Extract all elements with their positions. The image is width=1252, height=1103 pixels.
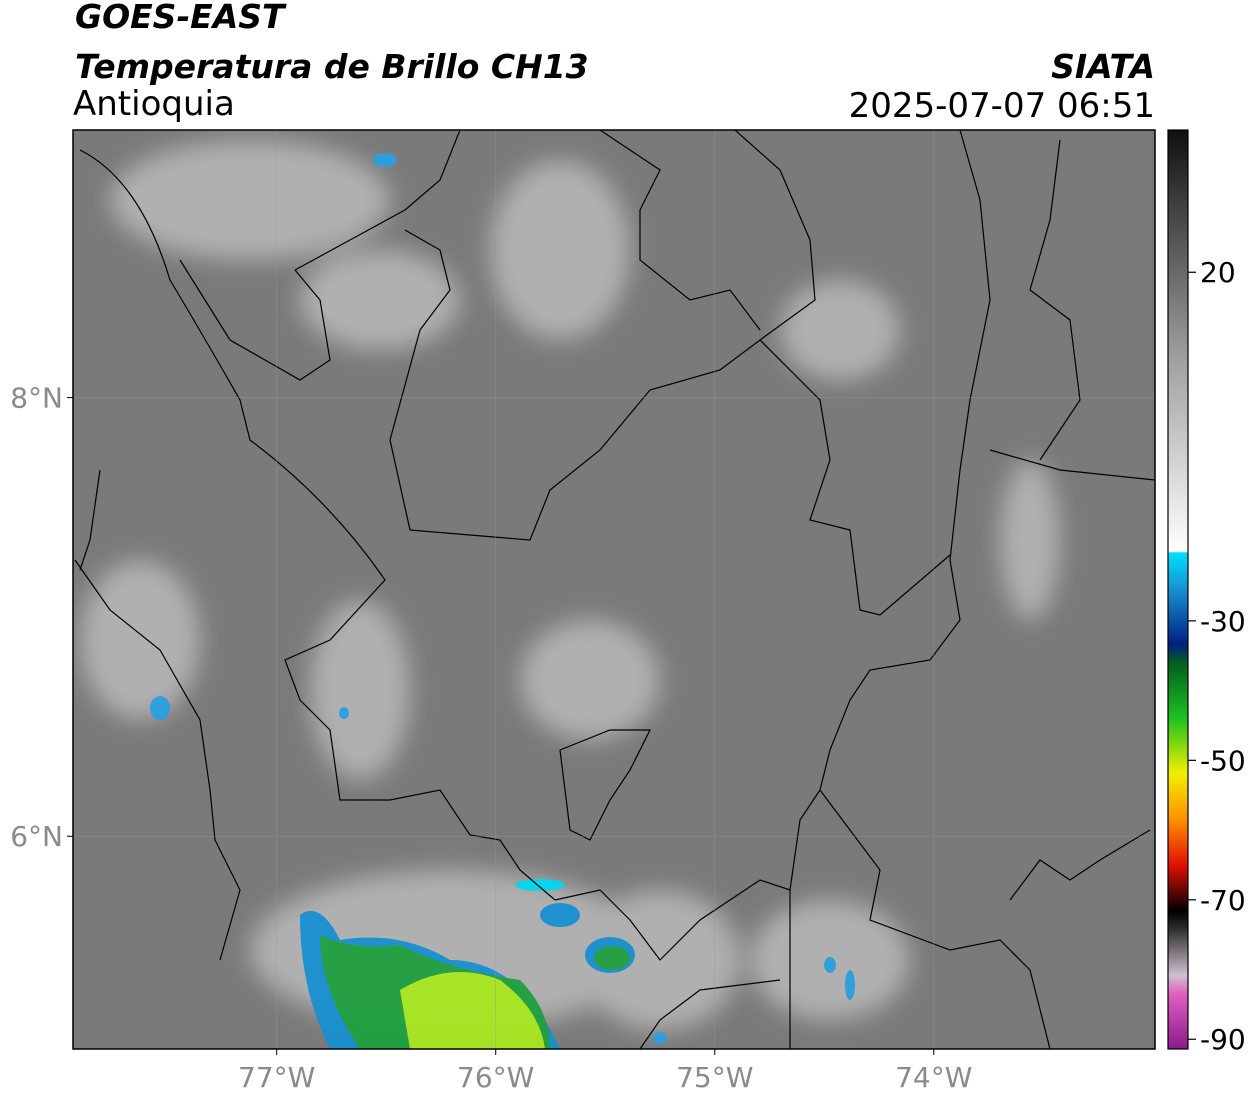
- satellite-title: GOES-EAST: [75, 0, 287, 36]
- satellite-image: [73, 130, 1155, 1049]
- boundaries: [74, 130, 1155, 1049]
- lon-tick-label: 76°W: [457, 1061, 534, 1094]
- colorbar: [1167, 129, 1189, 1050]
- lat-tick-label: 8°N: [10, 382, 63, 415]
- region-label: Antioquia: [73, 84, 235, 124]
- lon-tick-label: 75°W: [676, 1061, 753, 1094]
- colorbar-tick-label: -30: [1200, 605, 1246, 638]
- colorbar-tick-label: -70: [1200, 884, 1246, 917]
- lon-tick-label: 77°W: [238, 1061, 315, 1094]
- colorbar-tick-label: -50: [1200, 744, 1246, 777]
- graticule: [73, 130, 1155, 1049]
- product-title: Temperatura de Brillo CH13: [75, 47, 589, 86]
- lat-tick-label: 6°N: [10, 820, 63, 853]
- source-label: SIATA: [1051, 47, 1155, 86]
- datetime-label: 2025-07-07 06:51: [849, 86, 1155, 126]
- map-frame: [72, 129, 1156, 1050]
- lon-tick-label: 74°W: [895, 1061, 972, 1094]
- colorbar-tick-label: 20: [1200, 256, 1236, 289]
- colorbar-tick-label: -90: [1200, 1023, 1246, 1056]
